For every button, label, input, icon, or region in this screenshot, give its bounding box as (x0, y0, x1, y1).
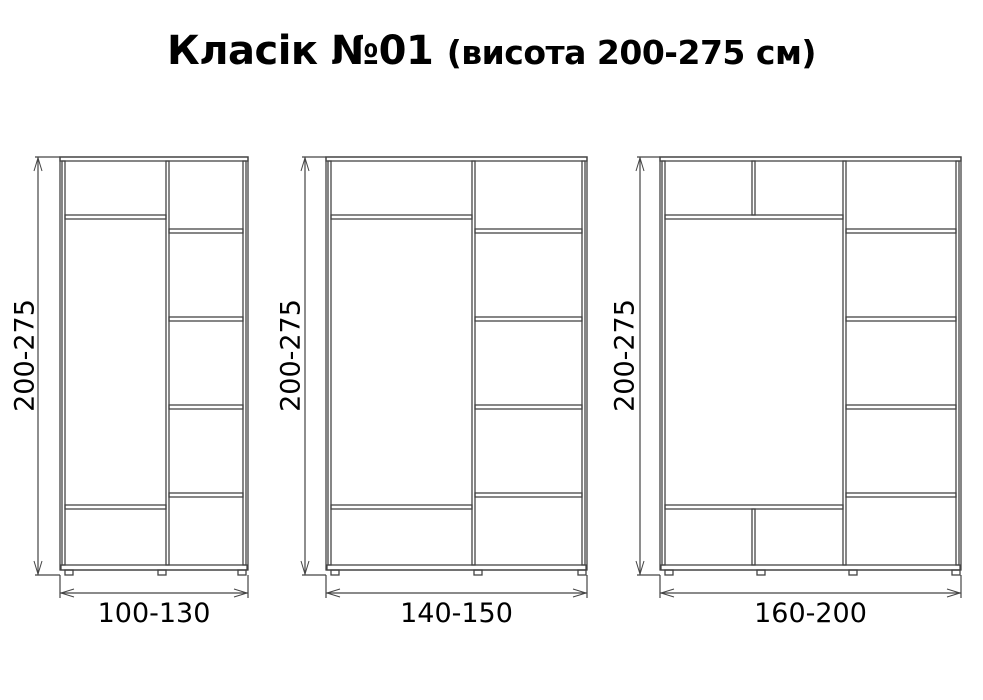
wardrobe-3-left-side (661, 160, 666, 566)
wardrobe-3-right-shelf-1 (845, 228, 957, 234)
wardrobe-2-right-shelf-1 (474, 228, 583, 234)
wardrobe-3-leg-4 (951, 569, 961, 576)
wardrobe-1-leg-3 (237, 569, 247, 576)
wardrobe-3-lower-mini-divider (751, 508, 756, 566)
height-arrow-down-1 (33, 560, 43, 576)
wardrobe-3-top-panel (659, 156, 962, 162)
wardrobe-1-top-panel (59, 156, 249, 162)
wardrobe-1-right-shelf-1 (168, 228, 244, 234)
height-arrow-up-2 (300, 156, 310, 172)
wardrobe-2-divider (471, 160, 476, 566)
height-label-3: 200-275 (609, 299, 641, 412)
width-label-1: 100-130 (97, 598, 211, 629)
wardrobe-1-bottom-panel (60, 564, 248, 571)
wardrobe-1-left-shelf-1 (64, 214, 167, 220)
wardrobe-3-leg-1 (664, 569, 674, 576)
wardrobe-1-leg-2 (157, 569, 167, 576)
width-arrow-left-2 (325, 588, 341, 598)
wardrobe-1-right-shelf-3 (168, 404, 244, 410)
height-arrow-up-1 (33, 156, 43, 172)
wardrobe-2-left-side (327, 160, 332, 566)
wardrobe-2-left-shelf-1 (330, 214, 473, 220)
wardrobe-2-top-panel (325, 156, 588, 162)
wardrobe-1-leg-1 (64, 569, 74, 576)
width-arrow-right-3 (946, 588, 962, 598)
wardrobe-1-divider (165, 160, 170, 566)
wardrobe-2-right-shelf-3 (474, 404, 583, 410)
wardrobe-1-right-shelf-2 (168, 316, 244, 322)
wardrobe-2-right-shelf-2 (474, 316, 583, 322)
height-arrow-down-2 (300, 560, 310, 576)
wardrobe-2-leg-3 (577, 569, 587, 576)
wardrobe-1-left-shelf-2 (64, 504, 167, 510)
height-label-1: 200-275 (9, 299, 41, 412)
width-arrow-right-2 (572, 588, 588, 598)
wardrobe-3-bottom-panel (660, 564, 961, 571)
wardrobe-3-right-shelf-3 (845, 404, 957, 410)
page-title: Класік №01 (висота 200-275 см) (0, 28, 983, 74)
wardrobe-2-bottom-panel (326, 564, 587, 571)
width-arrow-left-1 (59, 588, 75, 598)
wardrobe-1-left-side (61, 160, 66, 566)
wardrobe-2-left-shelf-2 (330, 504, 473, 510)
wardrobe-1-right-shelf-4 (168, 492, 244, 498)
wardrobe-1-right-side (242, 160, 247, 566)
height-arrow-up-3 (635, 156, 645, 172)
wardrobe-3-right-shelf-4 (845, 492, 957, 498)
width-label-3: 160-200 (754, 598, 867, 629)
wardrobe-3-leg-3 (848, 569, 858, 576)
wardrobe-2-right-side (581, 160, 586, 566)
height-arrow-down-3 (635, 560, 645, 576)
title-main: Класік №01 (167, 28, 434, 74)
wardrobe-3-right-shelf-2 (845, 316, 957, 322)
wardrobe-3-leg-2 (756, 569, 766, 576)
wardrobe-2-leg-1 (330, 569, 340, 576)
width-arrow-right-1 (233, 588, 249, 598)
title-subtitle: (висота 200-275 см) (446, 33, 817, 72)
wardrobe-2-leg-2 (473, 569, 483, 576)
wardrobe-3-upper-mini-divider (751, 160, 756, 216)
wardrobe-2-right-shelf-4 (474, 492, 583, 498)
wardrobe-3-divider (842, 160, 847, 566)
width-arrow-left-3 (659, 588, 675, 598)
wardrobe-3-right-side (955, 160, 960, 566)
height-label-2: 200-275 (275, 299, 307, 412)
width-label-2: 140-150 (400, 598, 513, 629)
